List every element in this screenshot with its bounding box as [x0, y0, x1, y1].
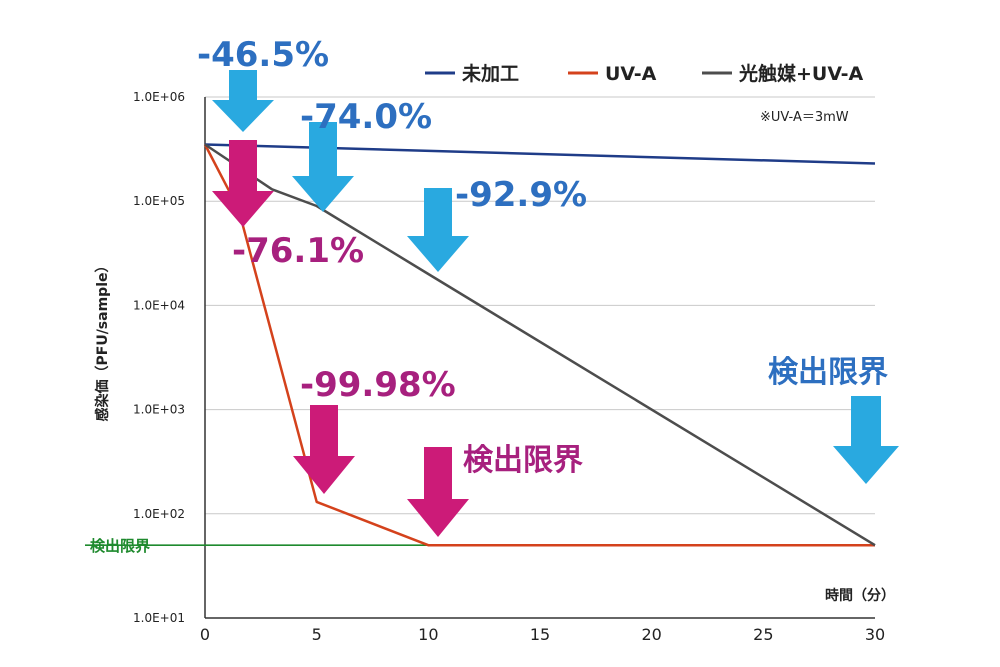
x-tick-label-5: 25: [753, 625, 773, 644]
y-tick-label-2: 1.0E+03: [133, 403, 185, 417]
annotation-pink-1: -76.1%: [232, 231, 364, 271]
arrow-blue-3: [407, 188, 469, 272]
annotation-blue-4: 検出限界: [768, 355, 888, 390]
y-tick-label-1: 1.0E+02: [133, 507, 185, 521]
annotation-blue-3: -92.9%: [455, 175, 587, 215]
arrow-blue-2: [292, 122, 354, 212]
x-tick-label-6: 30: [865, 625, 885, 644]
y-tick-label-4: 1.0E+05: [133, 194, 185, 208]
note: ※UV-A＝3mW: [760, 110, 849, 125]
arrow-blue-1: [212, 70, 274, 132]
legend-label-1: 未加工: [461, 62, 519, 85]
series-line-2: [203, 143, 875, 547]
legend: 未加工 UV-A 光触媒+UV-A: [425, 62, 864, 85]
annotation-pink-2: -99.98%: [300, 365, 456, 405]
arrow-pink-2: [293, 405, 355, 494]
y-tick-label-0: 1.0E+01: [133, 611, 185, 625]
x-tick-label-0: 0: [200, 625, 210, 644]
x-tick-label-3: 15: [530, 625, 550, 644]
tick-labels: 1.0E+01 1.0E+02 1.0E+03 1.0E+04 1.0E+05 1.0E+…: [133, 90, 885, 644]
detection-limit-label: 検出限界: [90, 537, 150, 555]
x-tick-label-2: 10: [418, 625, 438, 644]
arrow-pink-3: [407, 447, 469, 537]
arrow-pink-1: [212, 140, 274, 227]
legend-label-2: UV-A: [605, 63, 657, 85]
annotation-blue-1: -46.5%: [197, 35, 329, 75]
axes: [204, 97, 875, 619]
y-tick-label-5: 1.0E+06: [133, 90, 185, 104]
y-tick-label-3: 1.0E+04: [133, 298, 185, 312]
arrow-blue-4: [833, 396, 899, 484]
annotation-pink-3: 検出限界: [463, 443, 583, 478]
annotation-blue-2: -74.0%: [300, 97, 432, 137]
legend-label-3: 光触媒+UV-A: [738, 62, 864, 85]
x-tick-label-4: 20: [641, 625, 661, 644]
y-axis-label: 感染価（PFU/sample）: [94, 259, 111, 422]
x-tick-label-1: 5: [312, 625, 322, 644]
annotation-arrows: [212, 70, 899, 537]
series-line-1: [204, 143, 876, 165]
x-axis-label: 時間（分）: [825, 587, 895, 604]
